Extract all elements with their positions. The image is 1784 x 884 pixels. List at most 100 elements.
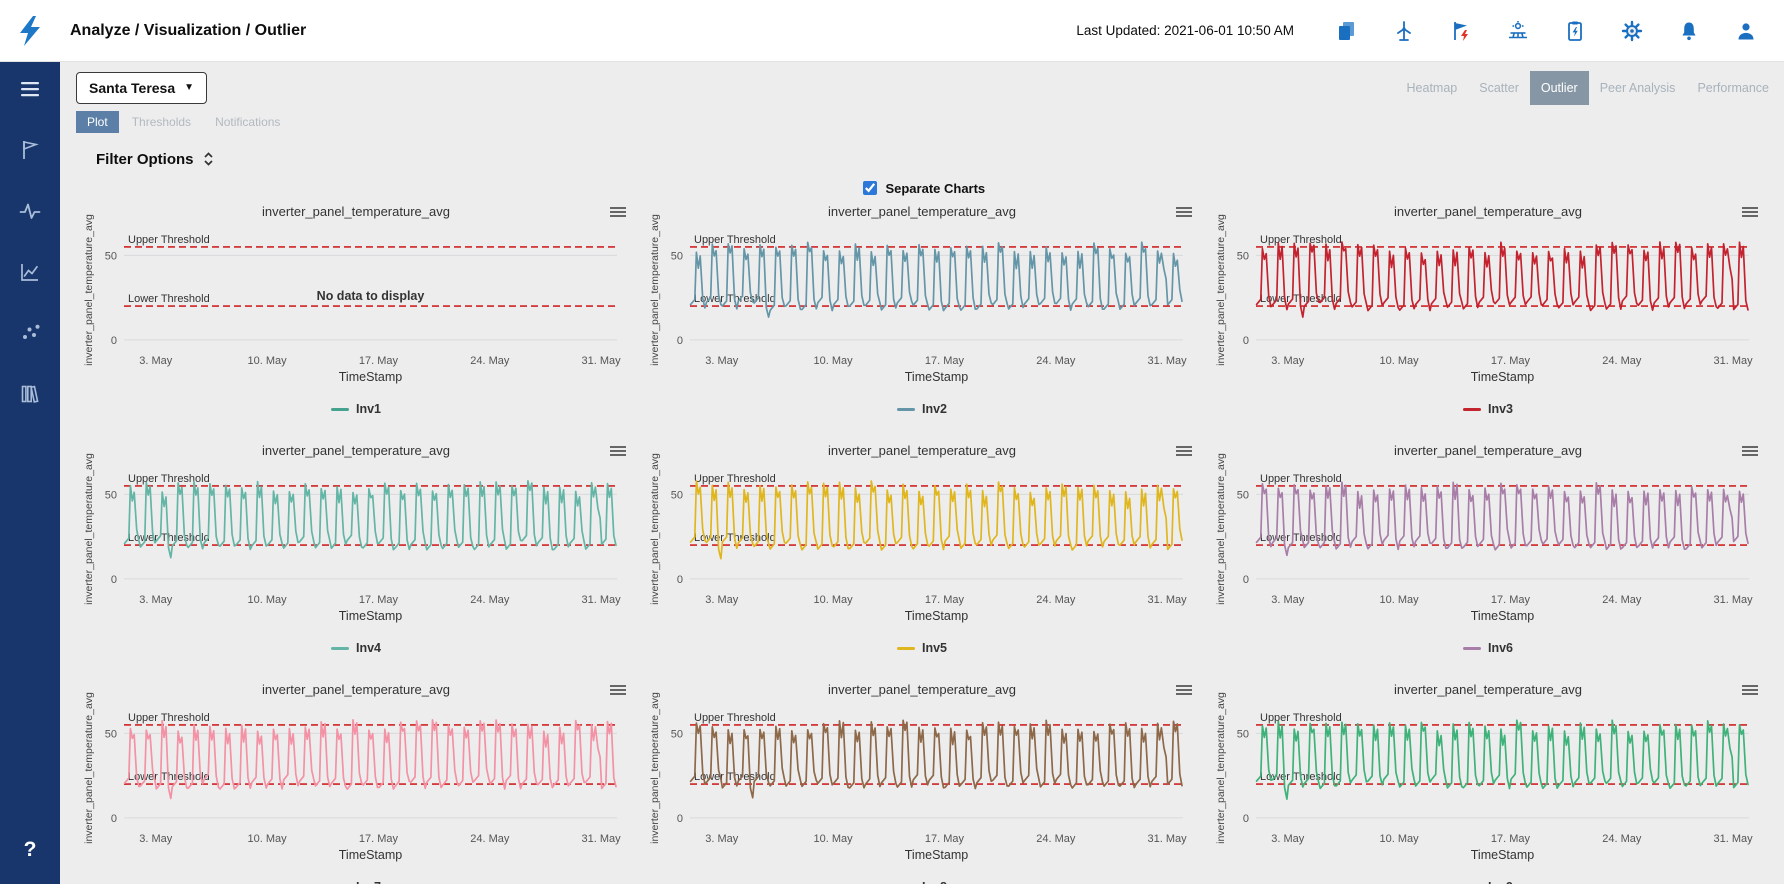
x-tick-label: 17. May (925, 355, 965, 367)
chart-legend[interactable]: Inv7 (82, 875, 630, 884)
solar-array-icon[interactable] (1506, 19, 1530, 43)
last-updated-label: Last Updated: 2021-06-01 10:50 AM (1076, 23, 1294, 38)
chart-plot: inverter_panel_temperature_avg 0 50 3. May 1… (649, 453, 1187, 623)
logo-bolt-icon (20, 15, 40, 46)
upper-threshold-label: Upper Threshold (1260, 473, 1342, 485)
chart-card-inv7: inverter_panel_temperature_avg inverter_p… (82, 682, 630, 884)
chart-menu-icon[interactable] (1176, 446, 1192, 458)
settings-icon[interactable] (1620, 19, 1644, 43)
chart-legend[interactable]: Inv5 (648, 636, 1196, 660)
upper-threshold-label: Upper Threshold (694, 473, 776, 485)
line-chart-icon[interactable] (18, 260, 42, 284)
y-tick-label: 0 (677, 335, 683, 347)
legend-line-icon (896, 646, 915, 650)
x-axis-title: TimeStamp (1471, 848, 1534, 862)
subtab-notifications[interactable]: Notifications (215, 115, 281, 129)
wind-turbine-icon[interactable] (1392, 19, 1416, 43)
x-tick-label: 17. May (925, 594, 965, 606)
x-tick-label: 24. May (470, 594, 510, 606)
subtab-thresholds[interactable]: Thresholds (131, 115, 192, 129)
chart-title: inverter_panel_temperature_avg (262, 443, 450, 458)
y-tick-label: 0 (111, 335, 117, 347)
legend-line-icon (1462, 646, 1481, 650)
chart-title: inverter_panel_temperature_avg (1394, 682, 1582, 697)
chart-legend[interactable]: Inv9 (1214, 875, 1762, 884)
upper-threshold-label: Upper Threshold (1260, 234, 1342, 246)
x-tick-label: 3. May (1271, 833, 1305, 845)
series-line (689, 241, 1183, 318)
y-axis-title: inverter_panel_temperature_avg (649, 214, 661, 366)
x-tick-label: 24. May (1602, 594, 1642, 606)
upper-threshold-label: Upper Threshold (694, 712, 776, 724)
menu-icon[interactable] (18, 77, 42, 101)
chart-menu-icon[interactable] (610, 446, 626, 458)
tab-heatmap[interactable]: Heatmap (1406, 81, 1458, 95)
chart-plot: inverter_panel_temperature_avg 0 50 3. May 1… (1215, 214, 1753, 384)
chart-legend[interactable]: Inv4 (82, 636, 630, 660)
help-button[interactable]: ? (23, 838, 37, 861)
x-axis-title: TimeStamp (339, 609, 402, 623)
x-tick-label: 24. May (470, 355, 510, 367)
x-tick-label: 24. May (1036, 594, 1076, 606)
x-tick-label: 17. May (359, 355, 399, 367)
signal-pulse-icon[interactable] (18, 199, 42, 223)
y-tick-label: 50 (1237, 489, 1249, 501)
y-tick-label: 0 (111, 574, 117, 586)
y-tick-label: 0 (1243, 813, 1249, 825)
series-line (1255, 481, 1749, 557)
tab-scatter[interactable]: Scatter (1479, 81, 1519, 95)
alerts-icon[interactable] (1449, 19, 1473, 43)
tab-performance[interactable]: Performance (1697, 81, 1769, 95)
chart-menu-icon[interactable] (1742, 207, 1758, 219)
chart-menu-icon[interactable] (1742, 446, 1758, 458)
site-selector-dropdown[interactable]: Santa Teresa ▼ (76, 72, 208, 104)
chart-legend[interactable]: Inv1 (82, 397, 630, 421)
library-icon[interactable] (18, 382, 42, 406)
chart-menu-icon[interactable] (1742, 685, 1758, 697)
tab-outlier[interactable]: Outlier (1529, 71, 1589, 105)
chart-legend[interactable]: Inv3 (1214, 397, 1762, 421)
y-tick-label: 0 (677, 574, 683, 586)
chart-menu-icon[interactable] (1176, 207, 1192, 219)
x-tick-label: 10. May (814, 594, 854, 606)
chart-card-inv5: inverter_panel_temperature_avg inverter_p… (648, 443, 1196, 660)
pages-icon[interactable] (1335, 19, 1359, 43)
tab-peer-analysis[interactable]: Peer Analysis (1599, 81, 1676, 95)
lower-threshold-label: Lower Threshold (128, 293, 210, 305)
report-icon[interactable] (1563, 19, 1587, 43)
chart-plot: inverter_panel_temperature_avg 0 50 3. May 1… (83, 214, 621, 384)
chart-legend[interactable]: Inv2 (648, 397, 1196, 421)
series-line (689, 480, 1183, 560)
scatter-plot-icon[interactable] (18, 321, 42, 345)
chart-menu-icon[interactable] (610, 685, 626, 697)
chart-plot: inverter_panel_temperature_avg 0 50 3. May 1… (1215, 453, 1753, 623)
chart-legend[interactable]: Inv6 (1214, 636, 1762, 660)
chart-title: inverter_panel_temperature_avg (262, 204, 450, 219)
chart-legend[interactable]: Inv8 (648, 875, 1196, 884)
y-axis-title: inverter_panel_temperature_avg (1215, 453, 1227, 605)
filter-options-title: Filter Options (96, 150, 194, 168)
separate-charts-option[interactable]: Separate Charts (859, 181, 985, 196)
chart-menu-icon[interactable] (610, 207, 626, 219)
collapse-toggle-icon[interactable] (203, 150, 214, 168)
x-tick-label: 10. May (814, 833, 854, 845)
notifications-icon[interactable] (1677, 19, 1701, 43)
x-tick-label: 17. May (1491, 355, 1531, 367)
assets-flag-icon[interactable] (18, 138, 42, 162)
y-axis-title: inverter_panel_temperature_avg (649, 692, 661, 844)
chart-menu-icon[interactable] (1176, 685, 1192, 697)
separate-charts-checkbox[interactable] (862, 181, 877, 195)
series-line (1255, 241, 1749, 318)
x-tick-label: 10. May (814, 355, 854, 367)
chart-title: inverter_panel_temperature_avg (828, 204, 1016, 219)
filter-options-header[interactable]: Filter Options (60, 133, 1784, 168)
user-icon[interactable] (1734, 19, 1758, 43)
chart-title: inverter_panel_temperature_avg (828, 682, 1016, 697)
app-logo[interactable] (0, 14, 60, 48)
main-content: Santa Teresa ▼ Heatmap Scatter Outlier Peer… (60, 62, 1784, 884)
legend-label: Inv8 (922, 880, 947, 884)
x-tick-label: 3. May (705, 833, 739, 845)
x-axis-title: TimeStamp (905, 848, 968, 862)
subtab-plot[interactable]: Plot (76, 111, 119, 133)
upper-threshold-label: Upper Threshold (128, 234, 210, 246)
